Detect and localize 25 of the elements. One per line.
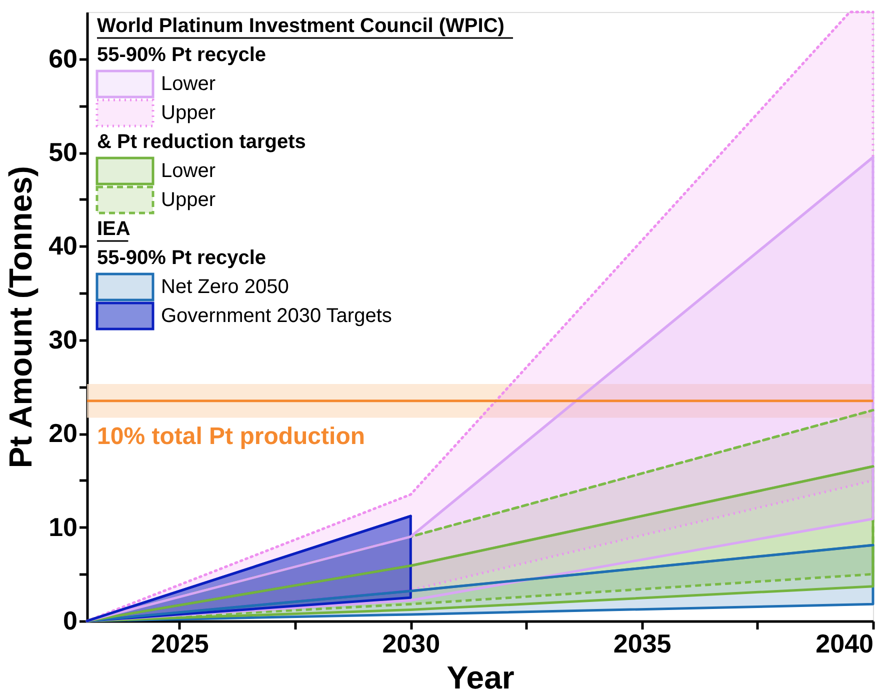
annotation: World Platinum Investment Council (WPIC) bbox=[97, 15, 504, 37]
annotation: & Pt reduction targets bbox=[97, 131, 306, 153]
legend-label: Upper bbox=[161, 189, 216, 211]
y-tick-label: 20 bbox=[48, 418, 78, 448]
legend-label: Lower bbox=[161, 73, 216, 95]
legend-label: Lower bbox=[161, 160, 216, 182]
x-axis-title: Year bbox=[446, 660, 514, 696]
x-tick-label: 2030 bbox=[382, 628, 440, 658]
x-tick-label: 2035 bbox=[613, 628, 672, 658]
y-tick-label: 50 bbox=[48, 137, 78, 168]
y-axis-title: Pt Amount (Tonnes) bbox=[2, 166, 39, 468]
ref-line-label: 10% total Pt production bbox=[97, 422, 366, 450]
annotation: 55-90% Pt recycle bbox=[97, 44, 266, 66]
y-tick-label: 0 bbox=[63, 606, 78, 636]
y-tick-label: 30 bbox=[48, 324, 78, 354]
legend-label: Upper bbox=[161, 102, 216, 124]
annotation: IEA bbox=[97, 218, 130, 240]
x-tick-label: 2025 bbox=[151, 628, 209, 658]
y-tick-label: 40 bbox=[48, 230, 78, 261]
x-tick-label: 2040 bbox=[816, 628, 874, 658]
y-tick-label: 10 bbox=[48, 512, 78, 542]
legend-label: Net Zero 2050 bbox=[161, 276, 289, 298]
legend-label: Government 2030 Targets bbox=[161, 305, 392, 327]
annotation: 55-90% Pt recycle bbox=[97, 247, 266, 269]
y-tick-label: 60 bbox=[48, 43, 78, 74]
